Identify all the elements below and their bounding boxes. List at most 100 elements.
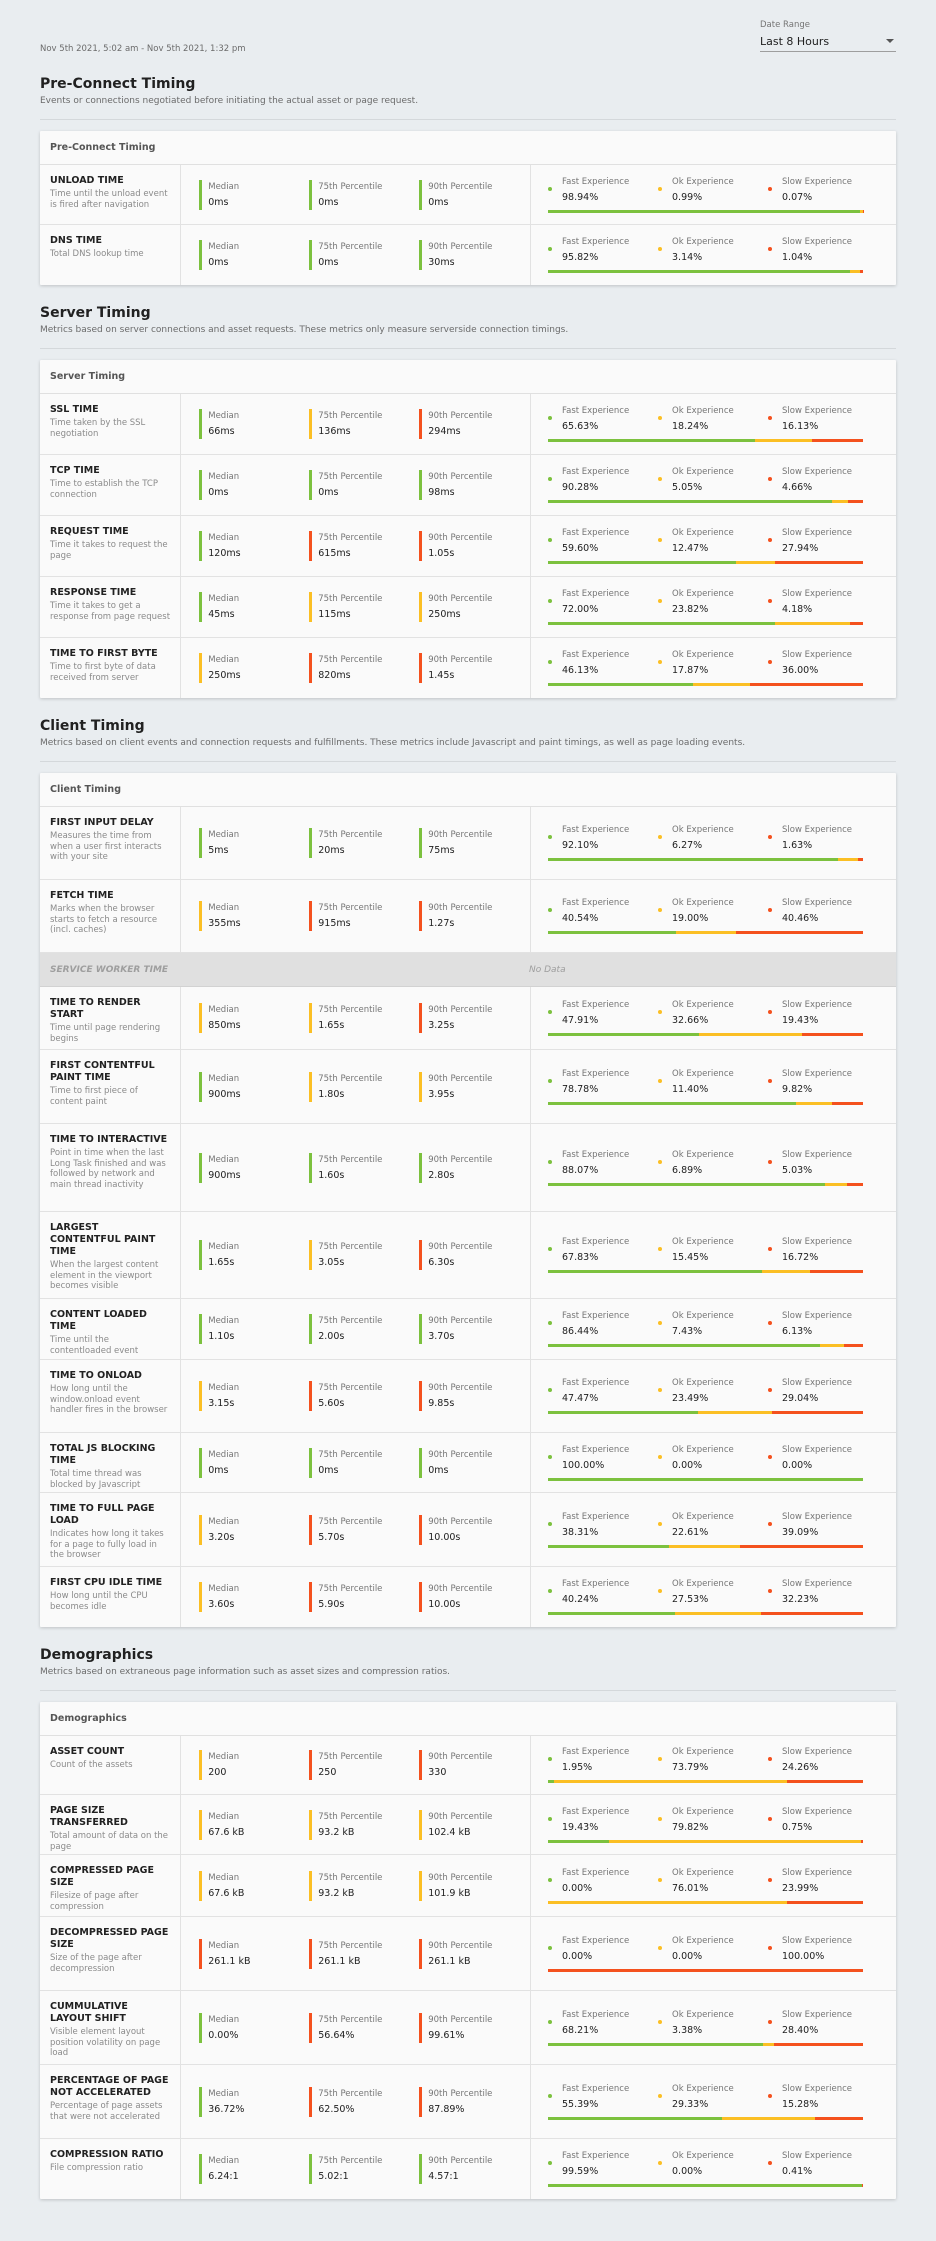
distribution-bar [548, 1901, 863, 1904]
metric-description: Time it takes to request the page [50, 540, 170, 561]
status-bar [199, 592, 202, 622]
distribution-bar [548, 1612, 863, 1615]
stat-value: 3.95s [428, 1089, 492, 1100]
experience-label: Fast Experience [562, 406, 629, 416]
status-bar [199, 180, 202, 210]
status-bar [309, 1240, 312, 1270]
metric-title: FIRST INPUT DELAY [50, 817, 170, 829]
stat-label: Median [208, 1005, 240, 1015]
stat-label: 90th Percentile [428, 1155, 492, 1165]
date-range-select[interactable]: Date Range Last 8 Hours [760, 20, 896, 52]
slow-dot-icon [768, 1589, 772, 1593]
stat-value: 10.00s [428, 1599, 492, 1610]
distribution-bar [548, 1780, 863, 1783]
metric-description: Time until page rendering begins [50, 1023, 170, 1044]
ok-dot-icon [658, 1589, 662, 1593]
stat-label: Median [208, 1941, 250, 1951]
status-bar [199, 531, 202, 561]
experience-label: Slow Experience [782, 1512, 852, 1522]
date-range-dropdown[interactable]: Last 8 Hours [760, 34, 896, 52]
experience-label: Fast Experience [562, 467, 629, 477]
status-bar [199, 1750, 202, 1780]
status-bar [419, 1003, 422, 1033]
experience-label: Slow Experience [782, 1579, 852, 1589]
stat-value: 66ms [208, 426, 239, 437]
fast-dot-icon [548, 2161, 552, 2165]
ok-dot-icon [658, 660, 662, 664]
metric-title: RESPONSE TIME [50, 587, 170, 599]
slow-dot-icon [768, 1817, 772, 1821]
metric-description: How long until the window.onload event h… [50, 1384, 170, 1416]
status-bar [309, 2154, 312, 2184]
experience-value: 46.13% [562, 665, 629, 676]
fast-dot-icon [548, 835, 552, 839]
experience-value: 39.09% [782, 1527, 852, 1538]
experience-value: 99.59% [562, 2166, 629, 2177]
ok-segment [722, 2117, 814, 2120]
experience-value: 0.07% [782, 192, 852, 203]
stat-value: 30ms [428, 257, 492, 268]
status-bar [199, 828, 202, 858]
experience-label: Slow Experience [782, 1000, 852, 1010]
experience-value: 32.23% [782, 1594, 852, 1605]
experience-label: Fast Experience [562, 650, 629, 660]
fast-dot-icon [548, 1455, 552, 1459]
stat-value: 0ms [318, 487, 382, 498]
metric-description: Time to first byte of data received from… [50, 662, 170, 683]
experience-value: 6.13% [782, 1326, 852, 1337]
experience-label: Fast Experience [562, 1807, 629, 1817]
ok-segment [850, 270, 860, 273]
distribution-bar [548, 1969, 863, 1972]
stat-value: 98ms [428, 487, 492, 498]
experience-label: Fast Experience [562, 2151, 629, 2161]
fast-segment [548, 1840, 609, 1843]
distribution-bar [548, 270, 863, 273]
experience-label: Ok Experience [672, 1150, 734, 1160]
experience-label: Ok Experience [672, 1378, 734, 1388]
stat-value: 101.9 kB [428, 1888, 492, 1899]
status-bar [419, 1515, 422, 1545]
experience-value: 0.41% [782, 2166, 852, 2177]
experience-value: 0.00% [562, 1951, 629, 1962]
experience-label: Ok Experience [672, 898, 734, 908]
card-title: Client Timing [40, 773, 896, 807]
stat-label: 90th Percentile [428, 655, 492, 665]
fast-dot-icon [548, 1946, 552, 1950]
stat-label: 90th Percentile [428, 1242, 492, 1252]
experience-value: 73.79% [672, 1762, 734, 1773]
